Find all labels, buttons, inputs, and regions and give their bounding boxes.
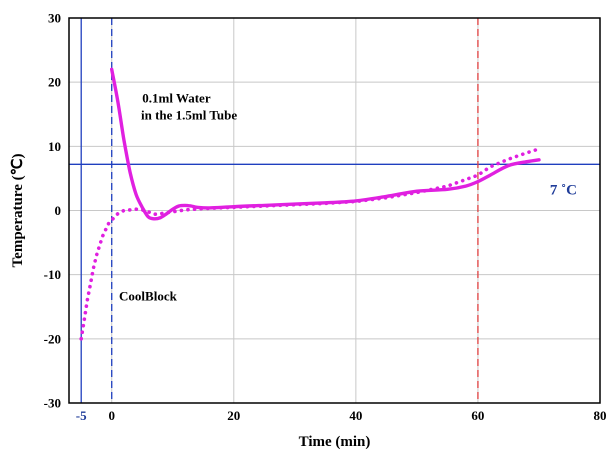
y-tick-label: -30 — [44, 396, 61, 411]
y-tick-label: 0 — [55, 203, 62, 218]
annotation-label: CoolBlock — [119, 288, 178, 303]
x-tick-label: 0 — [108, 408, 115, 423]
plot-frame — [68, 17, 601, 404]
reference-line-label: 7 ˚C — [550, 182, 577, 198]
x-tick-label-extra: -5 — [76, 408, 87, 423]
series-group — [79, 67, 541, 341]
x-tick-label: 80 — [594, 408, 607, 423]
tick-labels: 0 20 40 60 80 -5 -30 -20 -10 0 10 20 30 — [44, 11, 607, 424]
x-axis-title: Time (min) — [299, 434, 371, 450]
x-tick-label: 40 — [349, 408, 362, 423]
series-line-dotted — [79, 147, 541, 341]
y-tick-label: 30 — [48, 11, 61, 26]
annotation-label: in the 1.5ml Tube — [141, 107, 237, 122]
y-tick-label: 20 — [48, 75, 61, 90]
annotation-label: 0.1ml Water — [142, 91, 211, 106]
x-tick-label: 20 — [227, 408, 240, 423]
y-tick-label: -10 — [44, 267, 61, 282]
grid-lines — [69, 18, 600, 403]
y-tick-label: 10 — [48, 139, 61, 154]
x-tick-label: 60 — [471, 408, 484, 423]
y-tick-label: -20 — [44, 331, 61, 346]
y-axis-title: Temperature (℃) — [10, 154, 26, 268]
